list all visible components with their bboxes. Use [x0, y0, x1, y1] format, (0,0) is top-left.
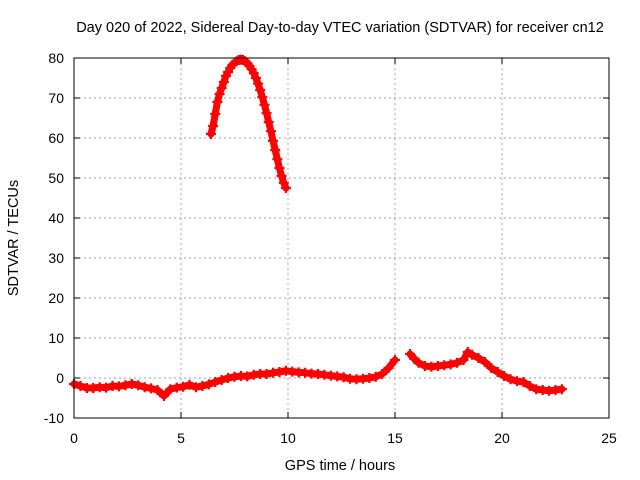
data-point: [479, 357, 490, 367]
data-point: [370, 371, 381, 382]
data-point: [218, 77, 229, 87]
data-point: [203, 379, 214, 390]
x-tick-label: 10: [280, 430, 296, 446]
data-point: [261, 108, 272, 119]
data-point: [253, 78, 264, 89]
grid: [74, 58, 609, 418]
y-axis-label: SDTVAR / TECUs: [6, 180, 22, 296]
data-point: [248, 68, 259, 79]
data-point: [75, 381, 86, 391]
data-point: [101, 382, 112, 393]
data-point: [158, 391, 169, 401]
data-point: [126, 379, 137, 389]
data-point: [214, 89, 225, 99]
data-point: [120, 380, 131, 391]
data-point: [445, 359, 456, 370]
data-point: [263, 117, 274, 127]
x-tick-label: 5: [177, 430, 185, 446]
data-point: [274, 163, 285, 173]
x-tick-label: 15: [387, 430, 403, 446]
series-high-arc: [205, 54, 291, 193]
data-point: [413, 357, 424, 368]
data-point: [223, 373, 234, 383]
data-point: [146, 383, 157, 394]
data-point: [338, 372, 349, 383]
data-point: [113, 381, 124, 392]
data-point: [272, 154, 283, 165]
series-baseline: [69, 355, 400, 401]
y-tick-label: 30: [48, 250, 64, 266]
data-point: [458, 355, 469, 365]
data-point: [383, 363, 394, 373]
data-point: [499, 371, 510, 381]
data-point: [486, 363, 497, 373]
data-point: [216, 375, 227, 385]
data-point: [278, 177, 289, 188]
data-point: [261, 369, 272, 379]
data-point: [390, 355, 400, 365]
data-point: [184, 379, 195, 390]
data-point: [505, 374, 516, 385]
data-point: [467, 349, 478, 360]
data-point: [242, 371, 253, 382]
data-point: [178, 381, 189, 392]
data-point: [133, 380, 144, 391]
data-point: [216, 83, 227, 93]
x-tick-label: 0: [70, 430, 78, 446]
data-point: [452, 357, 463, 368]
data-point: [270, 145, 281, 155]
data-point: [250, 73, 261, 83]
data-point: [274, 367, 285, 377]
data-point: [524, 381, 535, 391]
y-tick-label: -10: [44, 410, 64, 426]
chart-title: Day 020 of 2022, Sidereal Day-to-day VTE…: [76, 20, 604, 36]
data-point: [518, 377, 529, 387]
y-tick-label: 10: [48, 330, 64, 346]
data-point: [276, 171, 287, 181]
data-point: [210, 109, 221, 119]
y-tick-label: 40: [48, 210, 64, 226]
axis-ticks: 0 5 10 15 20 25 -10 0 10 20 30 40 50 60 70 80: [44, 50, 617, 446]
data-point: [280, 183, 291, 193]
data-point: [205, 129, 216, 139]
series-late-segment: [404, 347, 567, 396]
x-tick-label: 20: [494, 430, 510, 446]
data-layer: [69, 54, 567, 401]
data-point: [268, 135, 279, 146]
data-point: [210, 377, 221, 387]
y-tick-label: 60: [48, 130, 64, 146]
data-point: [255, 85, 266, 95]
data-point: [165, 384, 176, 395]
data-point: [556, 384, 567, 395]
data-point: [377, 369, 388, 379]
data-point: [265, 126, 276, 137]
data-point: [492, 367, 503, 377]
data-point: [190, 382, 201, 393]
data-point: [139, 382, 150, 393]
data-point: [197, 381, 208, 391]
data-point: [208, 121, 219, 131]
x-axis-label: GPS time / hours: [285, 458, 395, 474]
data-point: [473, 353, 484, 363]
y-tick-label: 50: [48, 170, 64, 186]
y-tick-label: 80: [48, 50, 64, 66]
y-tick-label: 0: [56, 370, 64, 386]
data-point: [259, 99, 270, 110]
y-tick-label: 70: [48, 90, 64, 106]
data-point: [364, 373, 375, 383]
data-point: [257, 92, 268, 103]
y-tick-label: 20: [48, 290, 64, 306]
plot-frame: [73, 57, 610, 419]
data-point: [152, 385, 163, 395]
data-point: [212, 97, 223, 107]
x-tick-label: 25: [601, 430, 617, 446]
